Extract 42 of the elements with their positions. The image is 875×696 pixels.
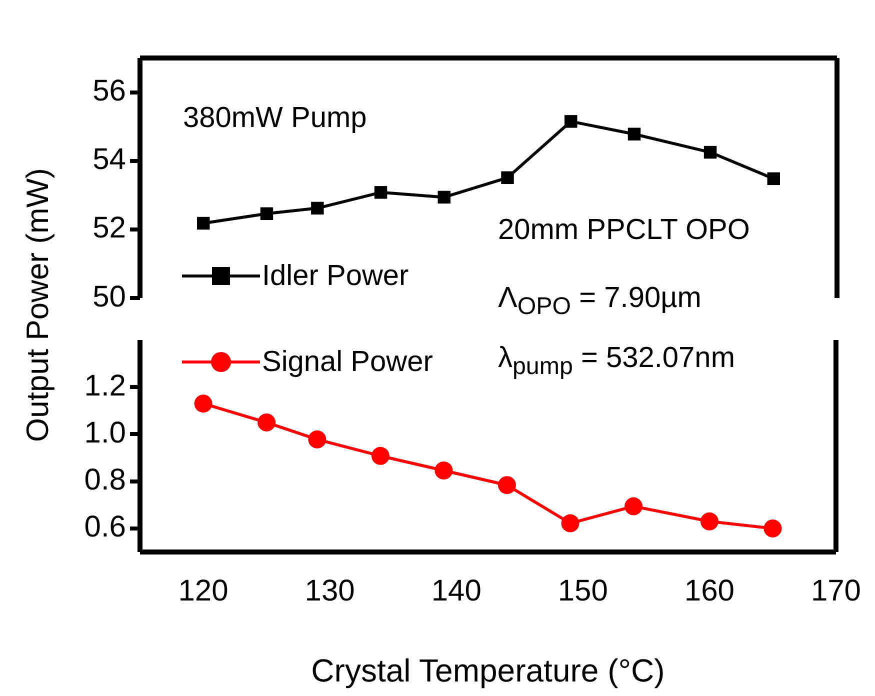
x-tick-label: 130: [304, 574, 355, 608]
point: [311, 202, 324, 215]
legend-label: Signal Power: [262, 346, 434, 378]
annotation: λ$_{pump}$ = 532.07nm: [498, 342, 735, 381]
point: [438, 190, 451, 204]
point: [624, 497, 643, 516]
point: [501, 171, 514, 184]
x-tick-label: 150: [558, 574, 608, 608]
point: [260, 207, 274, 220]
point: [374, 186, 388, 199]
point: [498, 476, 516, 494]
point: [767, 172, 780, 186]
y-tick-label: 54: [92, 143, 126, 176]
point: [561, 514, 580, 532]
point: [371, 446, 390, 465]
y-tick-label: 0.6: [84, 510, 126, 544]
point: [764, 519, 782, 538]
x-tick-label: 140: [431, 574, 482, 608]
annotation: 20mm PPCLT OPO: [498, 214, 750, 247]
point: [704, 146, 717, 159]
legend-label: Idler Power: [262, 260, 410, 292]
point: [564, 115, 578, 128]
point: [258, 413, 276, 432]
annotation: 380mW Pump: [183, 102, 367, 135]
point: [194, 394, 212, 413]
y-tick-label: 52: [92, 212, 126, 245]
y-tick-label: 1.2: [84, 369, 126, 402]
point: [197, 216, 210, 230]
y-tick-label: 56: [92, 74, 126, 108]
point: [628, 128, 641, 140]
y-tick-label: 1.0: [84, 416, 126, 450]
x-tick-label: 120: [178, 574, 228, 608]
point: [434, 462, 453, 480]
x-tick-label: 170: [810, 574, 862, 608]
y-axis-title: Output Power (mW): [20, 168, 56, 442]
x-axis-title: Crystal Temperature (°C): [311, 652, 665, 689]
y-tick-label: 0.8: [84, 464, 126, 497]
y-tick-label: 50: [92, 280, 126, 314]
x-tick-label: 160: [684, 574, 734, 608]
annotation: Λ$_{OPO}$ = 7.90µm: [498, 282, 702, 321]
point: [308, 430, 326, 448]
point: [700, 512, 718, 530]
